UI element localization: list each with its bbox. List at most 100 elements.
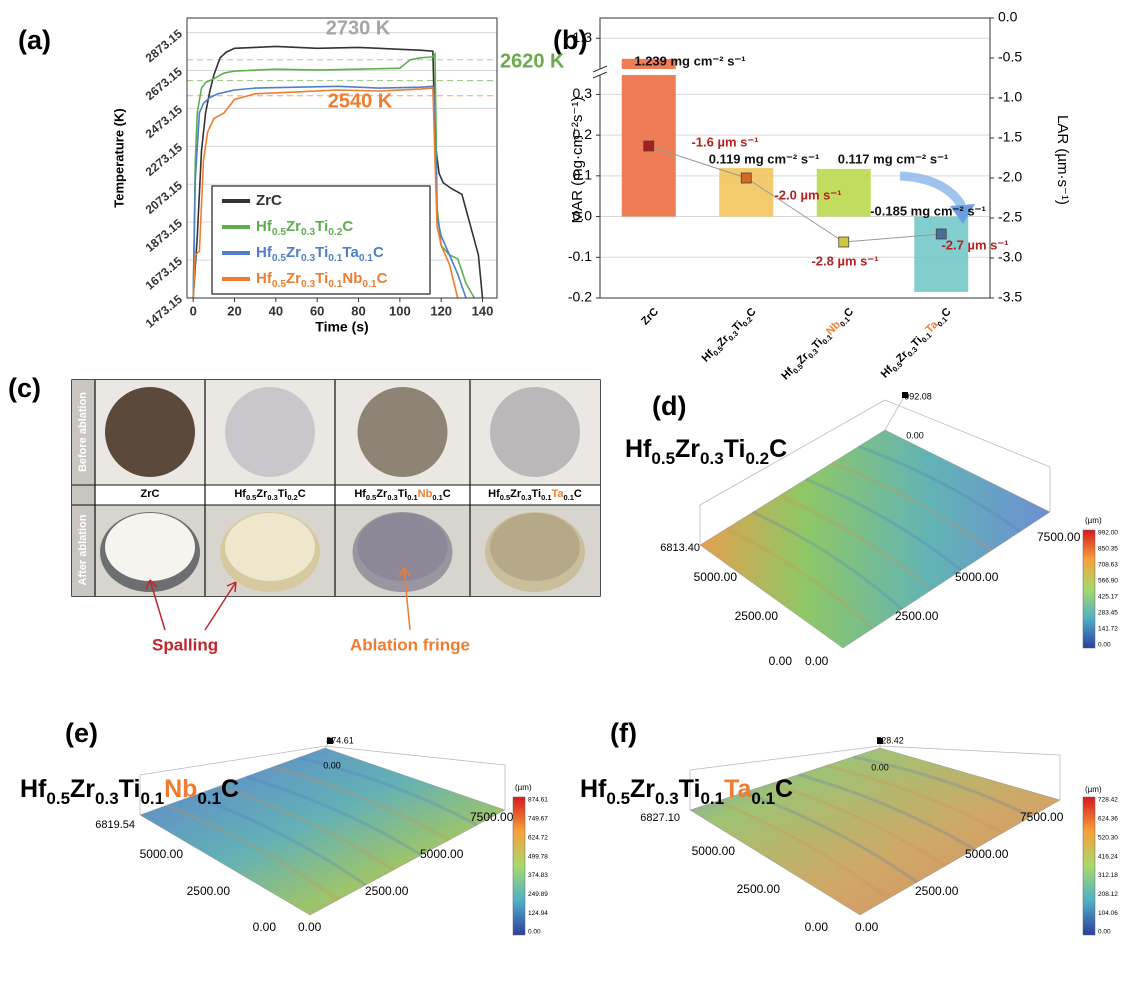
x-tick-label: 40 xyxy=(269,303,283,318)
x-tick-label: ZrC xyxy=(639,306,661,328)
y-tick-label: -0.2 xyxy=(568,289,592,305)
y-tick-label: 2500.00 xyxy=(735,609,779,623)
y2-tick-label: 0.0 xyxy=(998,9,1018,25)
annotation: Spalling xyxy=(152,635,218,654)
formula-part: 0.1 xyxy=(328,253,342,264)
annotation: 2540 K xyxy=(328,90,393,112)
z-zero-label: 0.00 xyxy=(906,430,924,440)
panel-label: (e) xyxy=(65,718,98,748)
x-tick-label: 80 xyxy=(351,303,365,318)
formula-part: 0.3 xyxy=(700,449,724,468)
panel-label: (c) xyxy=(8,373,41,403)
colorbar-label: 728.42 xyxy=(1098,797,1118,804)
colorbar-label: 312.18 xyxy=(1098,872,1118,879)
sample-after xyxy=(490,513,580,581)
formula-part: Zr xyxy=(630,775,655,803)
formula-part: Hf xyxy=(20,775,47,803)
sample-before xyxy=(105,387,195,477)
formula-part: ZrC xyxy=(141,488,160,500)
formula-part: C xyxy=(769,435,787,463)
y-tick-label: 5000.00 xyxy=(692,844,736,858)
colorbar-label: 416.24 xyxy=(1098,853,1118,860)
point xyxy=(839,237,849,247)
y-tick-label: 2273.15 xyxy=(143,140,185,179)
panel-label: (a) xyxy=(18,25,51,55)
data-label: -0.185 mg cm⁻² s⁻¹ xyxy=(870,203,986,218)
colorbar-label: 425.17 xyxy=(1098,594,1118,601)
data-label: 1.239 mg cm⁻² s⁻¹ xyxy=(634,53,745,68)
surface-title: Hf0.5Zr0.3Ti0.2C xyxy=(625,435,787,468)
colorbar-label: 141.72 xyxy=(1098,626,1118,633)
bar xyxy=(622,59,676,217)
data-label: 0.117 mg cm⁻² s⁻¹ xyxy=(838,151,949,166)
formula-part: 0.1 xyxy=(407,493,417,502)
formula-part: Nb xyxy=(342,270,362,287)
formula-part: 0.1 xyxy=(700,789,724,808)
y-tick-label: 1473.15 xyxy=(143,292,185,331)
surface-title: Hf0.5Zr0.3Ti0.1Ta0.1C xyxy=(580,775,793,808)
x-tick-label: 140 xyxy=(472,303,494,318)
formula-part: Nb xyxy=(164,775,197,803)
formula-part: 0.1 xyxy=(140,789,164,808)
page: (a)(b)(c)(d)(e)(f)1473.151673.151873.152… xyxy=(0,0,1124,1001)
y-extent-label: 6819.54 xyxy=(95,819,135,831)
colorbar xyxy=(1083,530,1095,648)
sample-label: ZrC xyxy=(141,488,160,500)
formula-part: Ta xyxy=(551,488,564,500)
colorbar-label: 104.06 xyxy=(1098,910,1118,917)
formula-part: 0.2 xyxy=(287,493,297,502)
y-tick-label: 2500.00 xyxy=(737,882,781,896)
colorbar-label: 520.30 xyxy=(1098,834,1118,841)
z-max-label: 992.08 xyxy=(904,391,932,401)
formula-part: Zr xyxy=(286,244,301,261)
y-extent-label: 6827.10 xyxy=(640,812,680,824)
y2-tick-label: -2.0 xyxy=(998,169,1022,185)
formula-part: Ta xyxy=(724,775,752,803)
y-tick-label: -0.1 xyxy=(568,248,592,264)
formula-part: Ti xyxy=(724,435,746,463)
x-tick-label: 5000.00 xyxy=(965,847,1009,861)
formula-part: 0.5 xyxy=(46,789,70,808)
colorbar-label: 124.94 xyxy=(528,910,548,917)
x-tick-label: 120 xyxy=(430,303,452,318)
colorbar-label: 566.90 xyxy=(1098,578,1118,585)
legend-label: ZrC xyxy=(256,192,282,209)
panel-label: (d) xyxy=(652,391,686,421)
x-tick-label: 0.00 xyxy=(298,920,322,934)
sample-before xyxy=(490,387,580,477)
colorbar-label: 283.45 xyxy=(1098,610,1118,617)
formula-part: 0.1 xyxy=(541,493,551,502)
row-label: After ablation xyxy=(77,514,89,585)
annotation: 2620 K xyxy=(500,50,565,72)
formula-part: 0.3 xyxy=(301,253,315,264)
y2-tick-label: -3.5 xyxy=(998,289,1022,305)
z-max-label: 728.42 xyxy=(876,735,904,745)
formula-part: 0.3 xyxy=(95,789,119,808)
formula-part: 0.5 xyxy=(272,227,286,238)
formula-part: Zr xyxy=(286,270,301,287)
formula-part: 0.1 xyxy=(328,279,342,290)
data-label: -2.8 µm s⁻¹ xyxy=(811,253,878,268)
y-tick-label: 5000.00 xyxy=(140,847,184,861)
colorbar-label: 992.00 xyxy=(1098,530,1118,537)
colorbar-label: 749.67 xyxy=(528,816,548,823)
formula-part: Zr xyxy=(376,488,388,500)
colorbar-label: 249.89 xyxy=(528,891,548,898)
y-tick-label: 1673.15 xyxy=(143,254,185,293)
x-tick-label: 5000.00 xyxy=(420,847,464,861)
y2-tick-label: -1.0 xyxy=(998,89,1022,105)
formula-part: C xyxy=(221,775,239,803)
formula-part: Ti xyxy=(398,488,408,500)
formula-part: 0.1 xyxy=(432,493,442,502)
surface-title: Hf0.5Zr0.3Ti0.1Nb0.1C xyxy=(20,775,239,808)
sample-after xyxy=(225,513,315,581)
colorbar-label: 0.00 xyxy=(1098,929,1111,936)
colorbar-label: 708.63 xyxy=(1098,562,1118,569)
bar xyxy=(914,217,968,292)
formula-part: 0.1 xyxy=(197,789,221,808)
data-label: -2.7 µm s⁻¹ xyxy=(941,237,1008,252)
data-label: -2.0 µm s⁻¹ xyxy=(774,187,841,202)
formula-part: 0.5 xyxy=(651,449,675,468)
formula-part: 0.3 xyxy=(521,493,531,502)
figure: (a)(b)(c)(d)(e)(f)1473.151673.151873.152… xyxy=(0,0,1124,1001)
